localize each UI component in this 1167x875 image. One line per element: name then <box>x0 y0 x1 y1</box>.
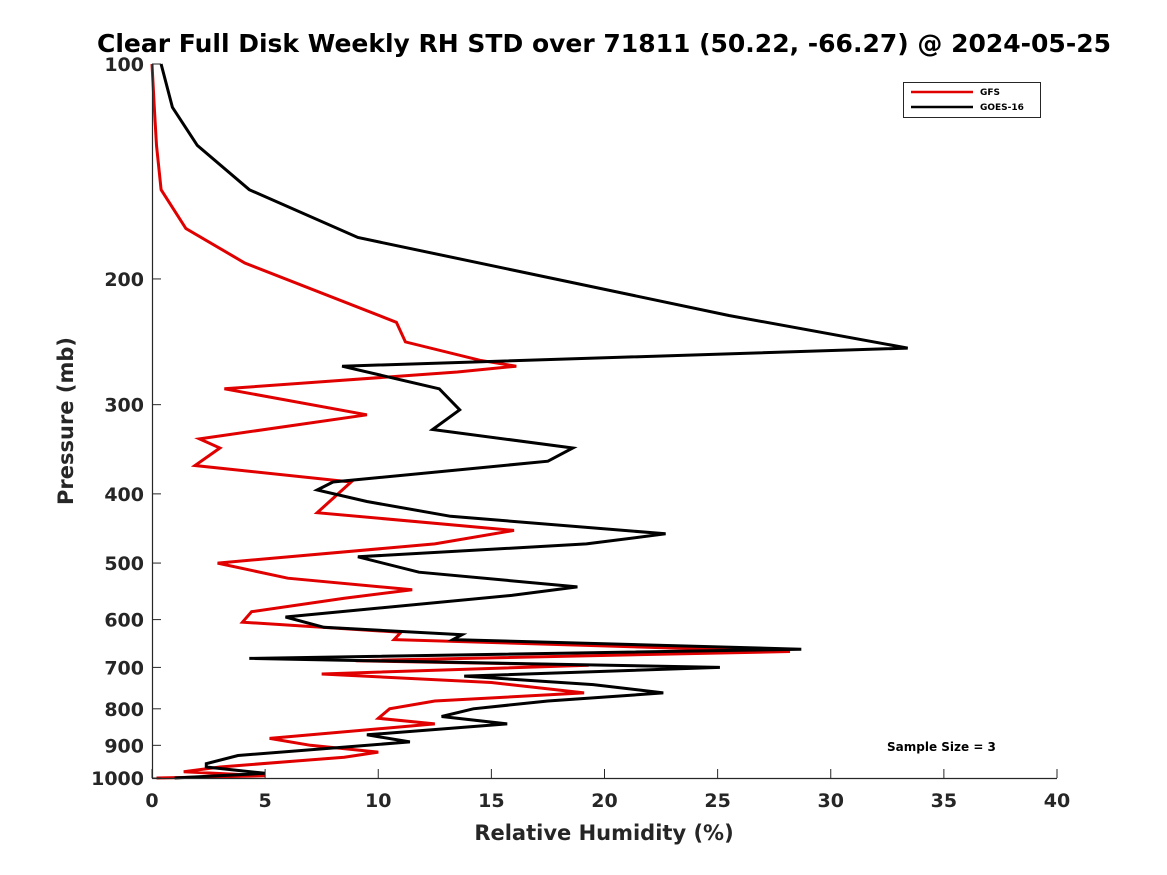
plot-area <box>150 63 908 780</box>
x-axis-ticks: 0 5 10 15 20 25 30 35 40 <box>145 769 1070 812</box>
x-tick-label: 25 <box>704 790 730 812</box>
y-axis-label: Pressure (mb) <box>54 337 78 505</box>
x-tick-label: 20 <box>591 790 617 812</box>
y-tick-label: 500 <box>104 553 144 575</box>
series-line-goes16 <box>159 63 908 780</box>
series-gfs <box>150 63 791 780</box>
x-tick-label: 30 <box>818 790 844 812</box>
series-goes16 <box>159 63 908 780</box>
y-tick-label: 900 <box>104 735 144 757</box>
x-tick-label: 35 <box>931 790 957 812</box>
legend-box <box>903 82 1041 118</box>
legend-label-goes16: GOES-16 <box>980 103 1024 113</box>
x-tick-label: 15 <box>478 790 504 812</box>
legend-label-gfs: GFS <box>980 88 1000 98</box>
y-tick-label: 300 <box>104 395 144 417</box>
x-axis-label: Relative Humidity (%) <box>474 821 733 845</box>
y-axis-ticks: 100 200 300 400 500 600 700 800 900 1000 <box>91 54 161 790</box>
y-tick-label: 600 <box>104 610 144 632</box>
x-tick-label: 10 <box>365 790 391 812</box>
y-tick-label: 800 <box>104 699 144 721</box>
y-tick-label: 200 <box>104 269 144 291</box>
y-tick-label: 100 <box>104 54 144 76</box>
x-tick-label: 5 <box>259 790 272 812</box>
series-line-gfs <box>150 63 791 780</box>
sample-size-annotation: Sample Size = 3 <box>887 740 996 754</box>
y-tick-label: 1000 <box>91 768 144 790</box>
y-tick-label: 700 <box>104 657 144 679</box>
legend: GFS GOES-16 <box>903 82 1041 118</box>
x-tick-label: 0 <box>145 790 158 812</box>
y-tick-label: 400 <box>104 484 144 506</box>
chart-title: Clear Full Disk Weekly RH STD over 71811… <box>97 29 1111 58</box>
x-tick-label: 40 <box>1044 790 1070 812</box>
